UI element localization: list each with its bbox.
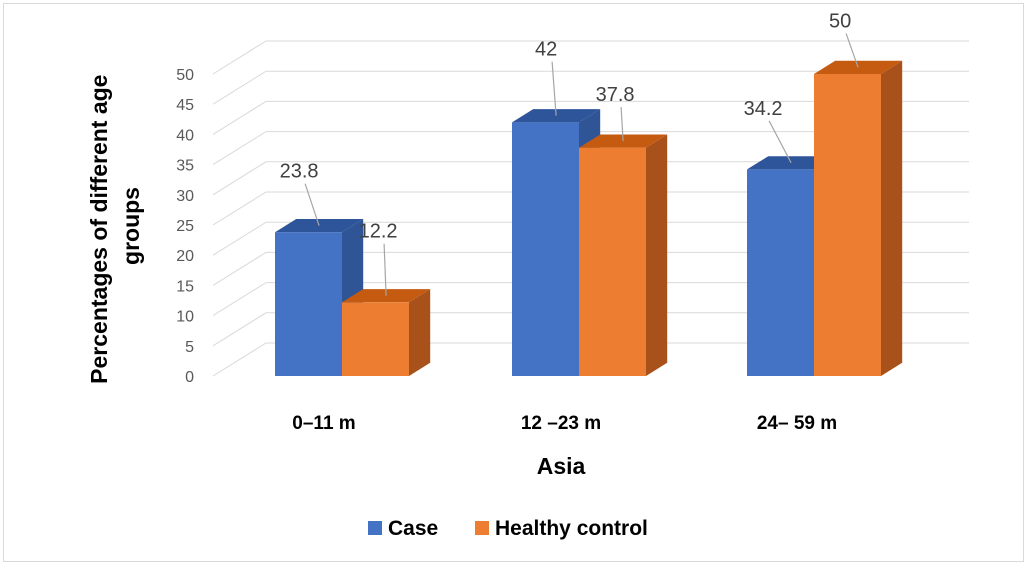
data-label-leader bbox=[620, 107, 624, 142]
gridlines bbox=[212, 40, 969, 377]
y-tick-label-0: 0 bbox=[185, 369, 194, 386]
bar-top bbox=[579, 134, 668, 148]
y-tick-label-6: 30 bbox=[176, 188, 194, 205]
legend-swatch bbox=[368, 521, 382, 535]
bar-front bbox=[275, 232, 342, 376]
data-label-leader bbox=[304, 183, 320, 226]
y-tick-label-4: 20 bbox=[176, 248, 194, 265]
y-axis-ticks: 0 5 10 15 20 25 30 35 40 45 50 bbox=[176, 67, 194, 386]
bar-front bbox=[579, 147, 646, 376]
category-label-0: 0–11 m bbox=[292, 413, 355, 434]
bar-healthy-control-1 bbox=[579, 134, 668, 376]
y-axis-title: Percentages of different age groups bbox=[86, 68, 144, 384]
data-label-leader bbox=[768, 120, 792, 164]
y-tick-label-10: 50 bbox=[176, 67, 194, 84]
data-label-0-2: 34.2 bbox=[744, 98, 783, 120]
bar-top bbox=[275, 219, 364, 233]
data-label-leader bbox=[383, 243, 387, 296]
svg-text:Percentages of different age: Percentages of different age groups bbox=[86, 68, 144, 384]
y-tick-label-3: 15 bbox=[176, 278, 194, 295]
data-label-leader bbox=[845, 33, 859, 68]
bar-side bbox=[409, 289, 431, 376]
y-axis-title-line-2: groups bbox=[118, 187, 144, 265]
y-tick-label-2: 10 bbox=[176, 309, 194, 326]
bar-side bbox=[646, 134, 668, 376]
chart-container: 0 5 10 15 20 25 30 35 40 45 50 23.8 12.2 42 37.8 34.2 5… bbox=[3, 3, 1024, 562]
gridline-0 bbox=[212, 342, 969, 377]
gridline-1 bbox=[212, 312, 969, 347]
data-label-0-1: 42 bbox=[535, 39, 557, 61]
legend: Case Healthy control bbox=[368, 517, 648, 540]
bar-front bbox=[747, 169, 814, 376]
data-label-0-0: 23.8 bbox=[280, 161, 319, 183]
x-axis-title: Asia bbox=[537, 453, 586, 479]
data-label-leader bbox=[551, 61, 557, 116]
y-tick-label-9: 45 bbox=[176, 97, 194, 114]
gridline-6 bbox=[212, 161, 969, 196]
bar-front bbox=[342, 302, 409, 376]
gridline-7 bbox=[212, 131, 969, 166]
gridline-8 bbox=[212, 100, 969, 135]
data-label-1-2: 50 bbox=[829, 10, 851, 32]
legend-label: Healthy control bbox=[495, 517, 648, 540]
y-tick-label-5: 25 bbox=[176, 218, 194, 235]
legend-swatch bbox=[475, 521, 489, 535]
gridline-4 bbox=[212, 221, 969, 256]
category-label-1: 12 –23 m bbox=[521, 413, 601, 434]
gridline-3 bbox=[212, 251, 969, 286]
bars bbox=[275, 60, 903, 377]
x-axis-categories: 0–11 m 12 –23 m 24– 59 m bbox=[292, 413, 837, 434]
category-label-2: 24– 59 m bbox=[757, 413, 837, 434]
bar-front bbox=[814, 74, 881, 376]
bar-healthy-control-0 bbox=[342, 289, 431, 376]
bar-side bbox=[881, 60, 903, 377]
data-labels: 23.8 12.2 42 37.8 34.2 50 bbox=[280, 10, 859, 296]
gridline-5 bbox=[212, 191, 969, 226]
legend-item-1: Healthy control bbox=[475, 517, 648, 540]
data-label-1-1: 37.8 bbox=[596, 84, 635, 106]
bar-front bbox=[512, 122, 579, 376]
gridline-9 bbox=[212, 70, 969, 105]
y-axis-title-line-1: Percentages of different age bbox=[86, 75, 112, 384]
y-tick-label-1: 5 bbox=[185, 339, 194, 356]
gridline-10 bbox=[212, 40, 969, 75]
gridline-2 bbox=[212, 282, 969, 317]
data-label-1-0: 12.2 bbox=[359, 221, 398, 243]
legend-label: Case bbox=[388, 517, 438, 540]
legend-item-0: Case bbox=[368, 517, 438, 540]
y-tick-label-8: 40 bbox=[176, 127, 194, 144]
bar-healthy-control-2 bbox=[814, 60, 903, 377]
bar-chart-3d: 0 5 10 15 20 25 30 35 40 45 50 23.8 12.2 42 37.8 34.2 5… bbox=[86, 10, 969, 540]
y-tick-label-7: 35 bbox=[176, 158, 194, 175]
